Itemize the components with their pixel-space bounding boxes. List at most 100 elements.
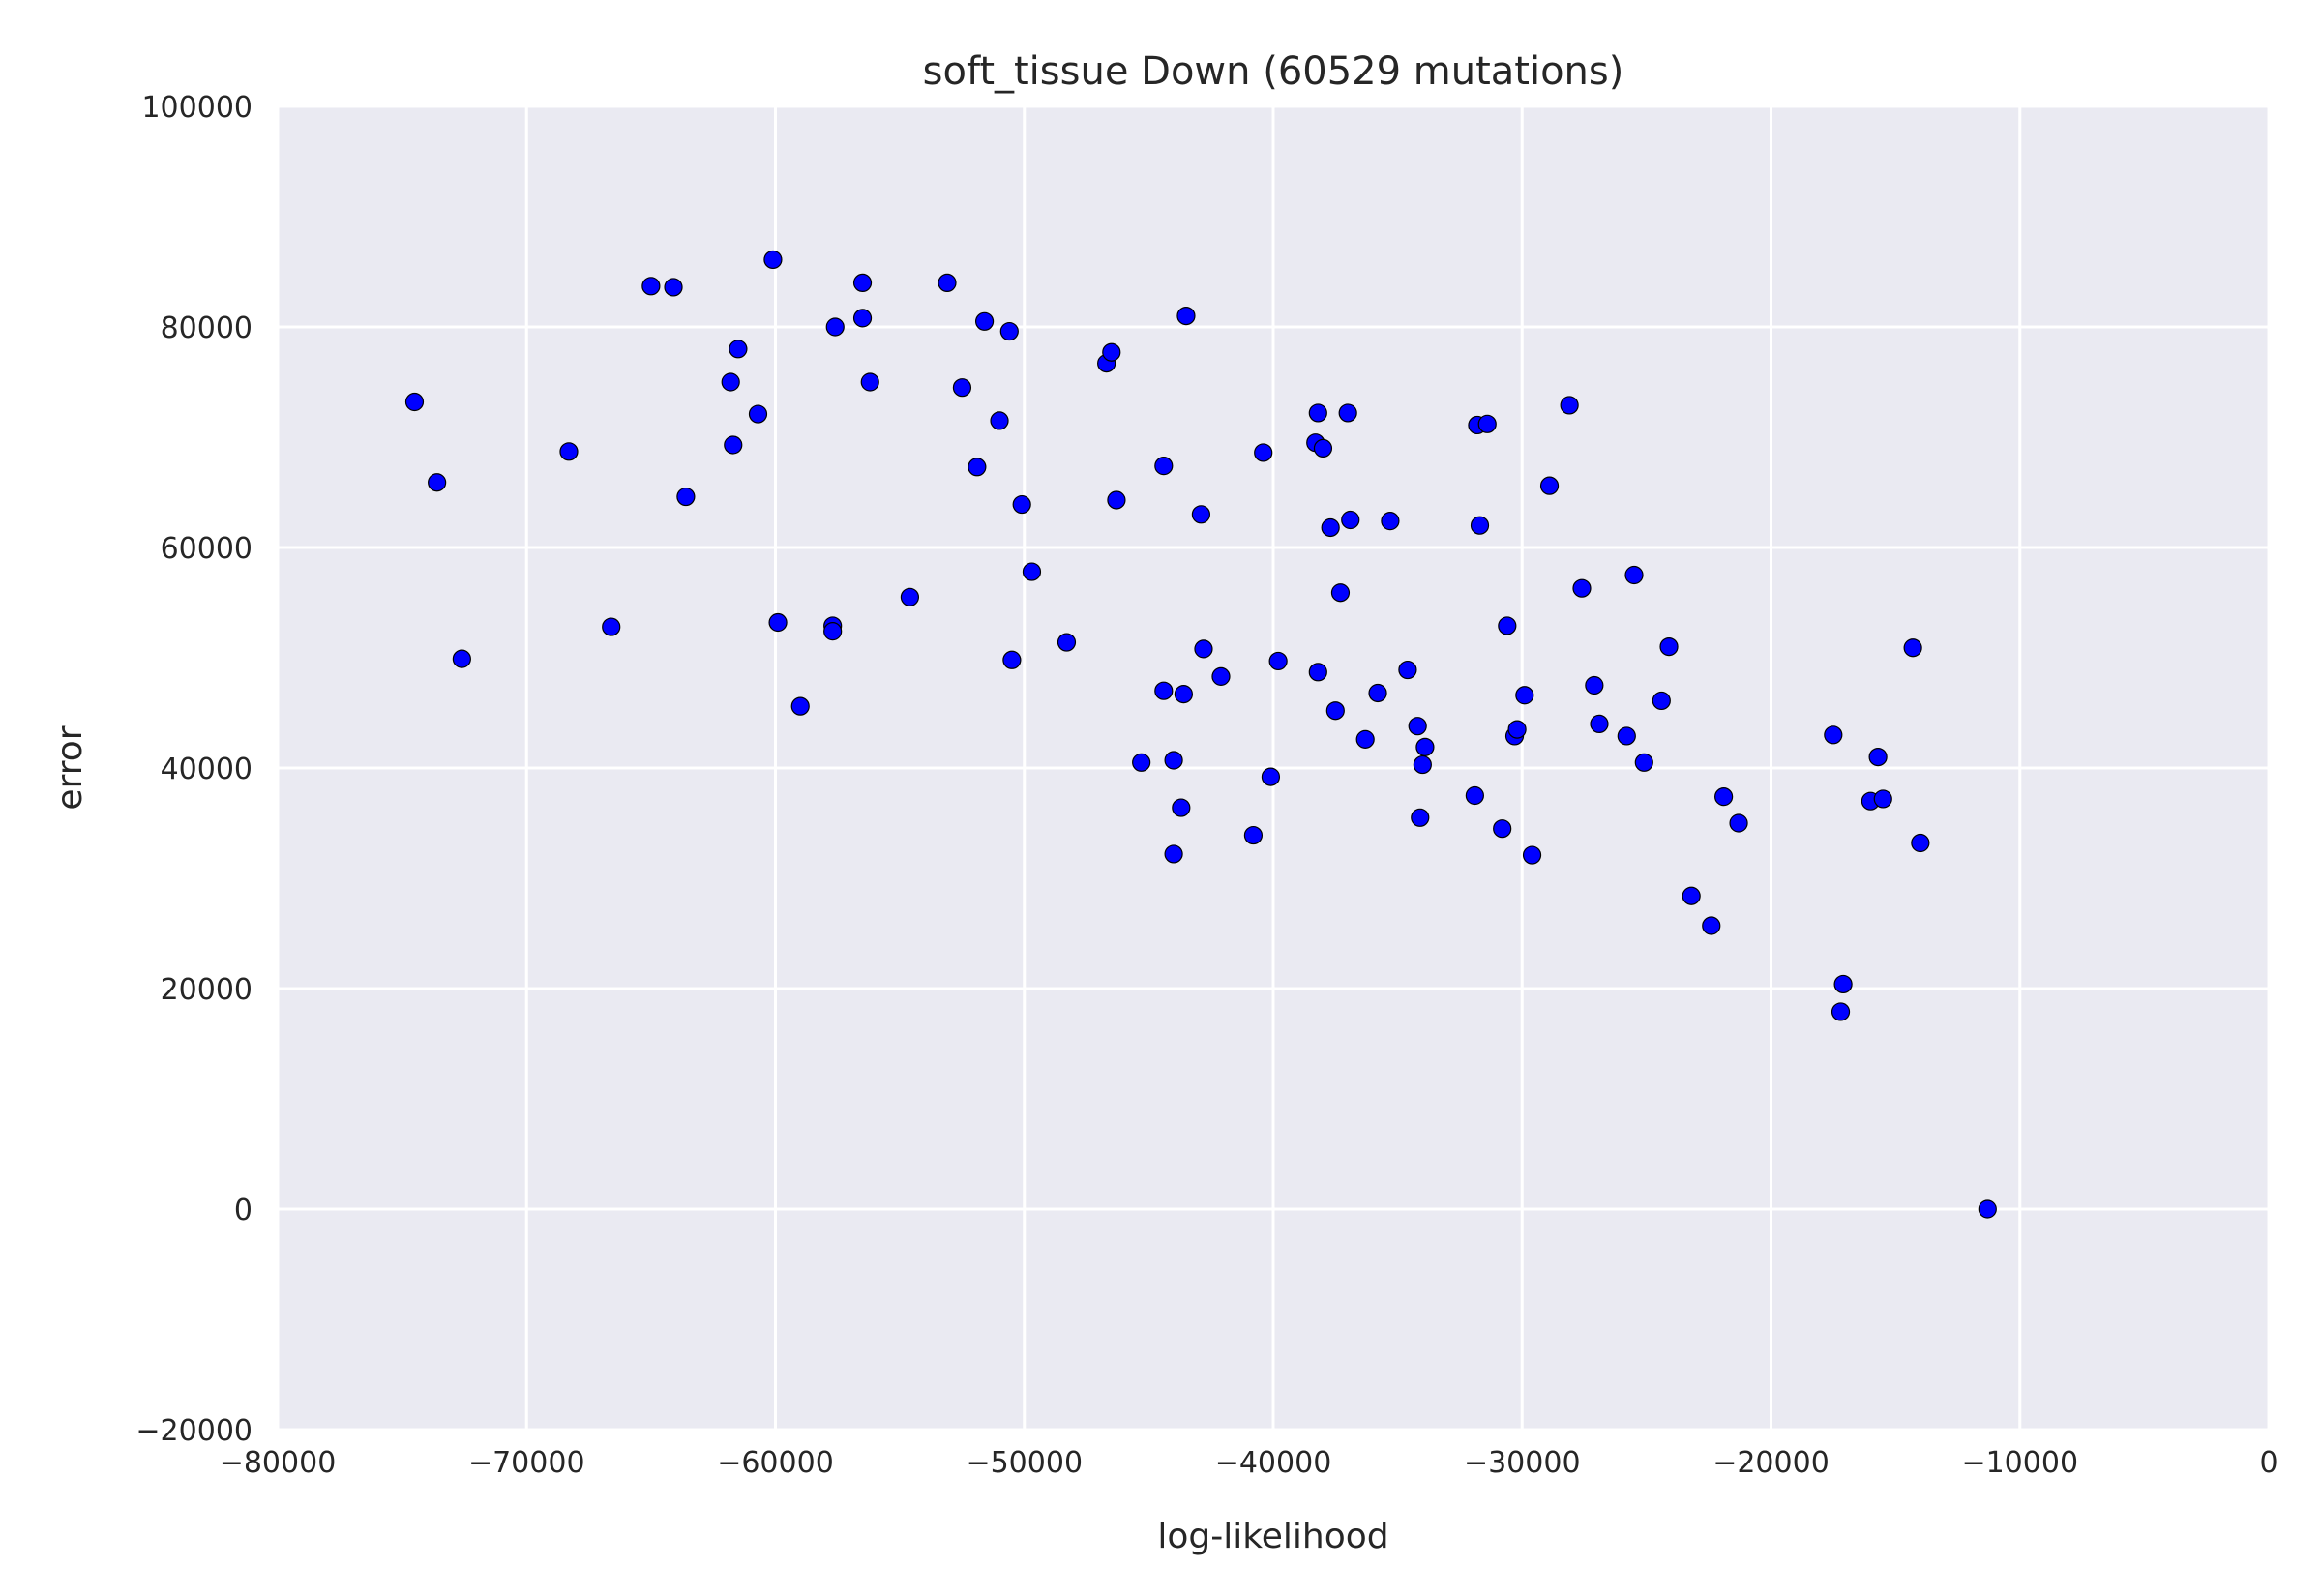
data-point <box>1477 414 1497 433</box>
data-point <box>1824 725 1843 745</box>
x-tick-label: 0 <box>2259 1446 2277 1480</box>
data-point <box>602 617 621 636</box>
data-point <box>1338 403 1357 423</box>
data-point <box>974 311 995 331</box>
x-tick-label: −40000 <box>1215 1446 1332 1480</box>
data-point <box>404 392 425 412</box>
data-point <box>1057 633 1077 652</box>
data-point <box>1243 825 1264 845</box>
data-point <box>938 273 957 292</box>
data-point <box>1411 808 1430 827</box>
x-tick-label: −30000 <box>1464 1446 1581 1480</box>
data-point <box>1515 686 1534 705</box>
data-point <box>664 278 683 297</box>
data-point <box>1154 681 1174 700</box>
data-point <box>676 487 696 507</box>
y-tick-labels: −20000 0 20000 40000 60000 80000 100000 <box>135 91 253 1448</box>
data-point <box>1164 751 1183 770</box>
data-point <box>952 378 972 398</box>
data-point <box>1617 726 1636 746</box>
data-point <box>1022 562 1042 581</box>
data-point <box>724 435 743 455</box>
data-point <box>1572 578 1592 598</box>
x-tick-label: −10000 <box>1961 1446 2078 1480</box>
x-tick-label: −50000 <box>966 1446 1083 1480</box>
data-point <box>825 317 845 337</box>
data-point <box>1702 916 1721 935</box>
data-point <box>559 442 579 461</box>
data-point <box>1368 683 1387 703</box>
data-point <box>1254 443 1273 462</box>
data-point <box>1682 886 1701 905</box>
data-point <box>1381 512 1400 531</box>
x-tick-label: −60000 <box>717 1446 834 1480</box>
data-point <box>1268 651 1288 671</box>
data-point <box>999 321 1019 341</box>
data-point <box>1507 720 1527 739</box>
x-axis-label: log-likelihood <box>1157 1517 1388 1556</box>
data-point <box>1164 844 1183 864</box>
data-point <box>1308 403 1327 423</box>
data-point <box>968 458 987 477</box>
data-point <box>1176 307 1196 326</box>
data-point <box>1132 753 1151 772</box>
data-point <box>900 587 920 606</box>
data-point <box>1585 675 1604 695</box>
data-point <box>1191 505 1210 524</box>
data-point <box>1729 813 1748 833</box>
data-point <box>852 273 873 292</box>
data-point <box>1398 660 1417 680</box>
data-point <box>1831 1002 1851 1021</box>
data-point <box>1341 510 1360 530</box>
y-tick-label: 0 <box>234 1194 253 1227</box>
data-point <box>1560 396 1579 415</box>
data-point <box>1634 753 1653 772</box>
data-point <box>452 649 471 668</box>
data-point <box>1978 1199 1997 1219</box>
data-point <box>1522 845 1542 865</box>
y-axis-label: error <box>50 725 90 810</box>
y-tick-label: 20000 <box>161 973 253 1007</box>
y-tick-label: 40000 <box>161 753 253 786</box>
data-point <box>1154 457 1174 476</box>
data-point <box>1539 476 1560 495</box>
data-point <box>1261 767 1281 786</box>
data-point <box>1911 833 1930 853</box>
x-tick-label: −70000 <box>468 1446 585 1480</box>
data-point <box>1002 650 1022 669</box>
data-point <box>1470 516 1490 535</box>
data-point <box>1325 701 1345 721</box>
data-point <box>1355 729 1375 749</box>
data-point <box>1833 974 1853 994</box>
y-tick-label: 60000 <box>161 532 253 566</box>
y-tick-label: 80000 <box>161 311 253 345</box>
data-point <box>1172 798 1191 817</box>
data-point <box>1321 517 1340 538</box>
data-point <box>1465 785 1484 806</box>
data-point <box>1903 638 1922 658</box>
data-point <box>721 372 740 392</box>
data-point <box>1194 639 1213 659</box>
data-point <box>768 612 788 633</box>
data-point <box>1868 747 1888 767</box>
data-points <box>404 250 1997 1219</box>
x-tick-label: −20000 <box>1712 1446 1830 1480</box>
data-point <box>748 404 768 424</box>
grid-lines <box>276 104 2271 1432</box>
data-point <box>1012 494 1031 515</box>
data-point <box>1652 691 1671 711</box>
data-point <box>641 277 661 296</box>
data-point <box>1211 666 1231 686</box>
data-point <box>1313 438 1333 458</box>
data-point <box>790 696 810 716</box>
data-point <box>823 622 843 641</box>
data-point <box>1102 342 1121 362</box>
data-point <box>1330 583 1351 603</box>
data-point <box>1415 737 1435 756</box>
data-point <box>729 340 748 359</box>
data-point <box>1873 789 1892 809</box>
data-point <box>1107 490 1126 510</box>
data-point <box>1308 663 1327 682</box>
data-point <box>1590 714 1609 734</box>
